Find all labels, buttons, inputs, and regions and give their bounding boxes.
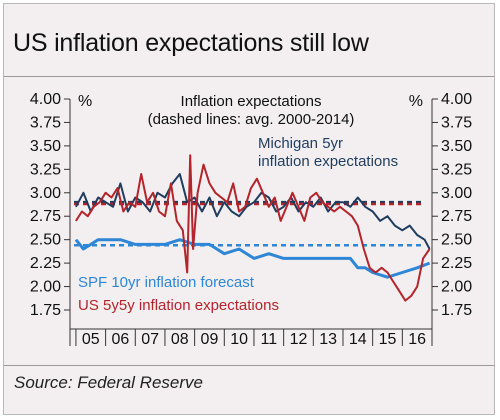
- y-tick-label-right: 3.50: [441, 138, 472, 155]
- page-title: US inflation expectations still low: [13, 29, 369, 57]
- y-tick-label-right: 4.00: [441, 91, 472, 108]
- y-tick-label-left: 3.75: [30, 114, 61, 131]
- y-tick-label-left: 3.00: [30, 185, 61, 202]
- y-tick-label-left: 2.50: [30, 232, 61, 249]
- x-tick-label: 16: [408, 331, 426, 348]
- x-tick-label: 07: [141, 331, 159, 348]
- right-unit-label: %: [409, 93, 423, 110]
- source-note: Source: Federal Reserve: [14, 373, 203, 392]
- divider-bottom: [4, 365, 494, 366]
- spf-series-line: [74, 238, 431, 279]
- chart-subtitle: (dashed lines: avg. 2000-2014): [148, 111, 355, 128]
- chart-panel: [3, 3, 495, 415]
- x-tick-label: 14: [349, 331, 367, 348]
- plot-area: [69, 99, 433, 346]
- spf-label: SPF 10yr inflation forecast: [78, 274, 255, 291]
- divider-top: [4, 76, 494, 77]
- michigan-series-line: [75, 173, 431, 250]
- x-tick-label: 15: [379, 331, 397, 348]
- breakeven-series-line: [75, 154, 431, 302]
- chart-title: Inflation expectations: [181, 93, 322, 110]
- y-ticks-right: 4.00 3.75 3.50 3.25 3.00 2.75 2.50 2.25 2.00 1.75: [432, 91, 472, 319]
- left-unit-label: %: [78, 93, 92, 110]
- y-tick-label-right: 2.00: [441, 279, 472, 296]
- y-tick-label-right: 3.75: [441, 114, 472, 131]
- y-tick-label-left: 4.00: [30, 91, 61, 108]
- x-tick-label: 08: [171, 331, 189, 348]
- y-ticks-left: 4.00 3.75 3.50 3.25 3.00 2.75 2.50 2.25 2.00 1.75: [30, 91, 70, 319]
- series-lines: [74, 154, 431, 302]
- y-tick-label-right: 1.75: [441, 302, 472, 319]
- x-tick-label: 09: [201, 331, 219, 348]
- x-tick-label: 12: [290, 331, 308, 348]
- y-tick-label-left: 3.50: [30, 138, 61, 155]
- y-tick-label-right: 2.75: [441, 208, 472, 225]
- x-tick-label: 05: [82, 331, 100, 348]
- michigan-label-line-1: Michigan 5yr: [258, 135, 343, 152]
- y-tick-label-left: 2.75: [30, 208, 61, 225]
- x-ticks: 05 06 07 08 09 10 11 12 13 14 15 16: [75, 329, 433, 348]
- y-tick-label-left: 2.00: [30, 279, 61, 296]
- y-tick-label-left: 3.25: [30, 161, 61, 178]
- x-tick-label: 11: [260, 331, 277, 348]
- y-tick-label-right: 2.25: [441, 255, 472, 272]
- y-tick-label-right: 3.25: [441, 161, 472, 178]
- y-tick-label-right: 2.50: [441, 232, 472, 249]
- breakeven-label: US 5y5y inflation expectations: [78, 297, 279, 314]
- x-tick-label: 06: [112, 331, 130, 348]
- y-tick-label-left: 1.75: [30, 302, 61, 319]
- x-tick-label: 10: [230, 331, 248, 348]
- michigan-label-line-2: inflation expectations: [258, 153, 398, 170]
- x-tick-label: 13: [319, 331, 337, 348]
- y-tick-label-left: 2.25: [30, 255, 61, 272]
- y-tick-label-right: 3.00: [441, 185, 472, 202]
